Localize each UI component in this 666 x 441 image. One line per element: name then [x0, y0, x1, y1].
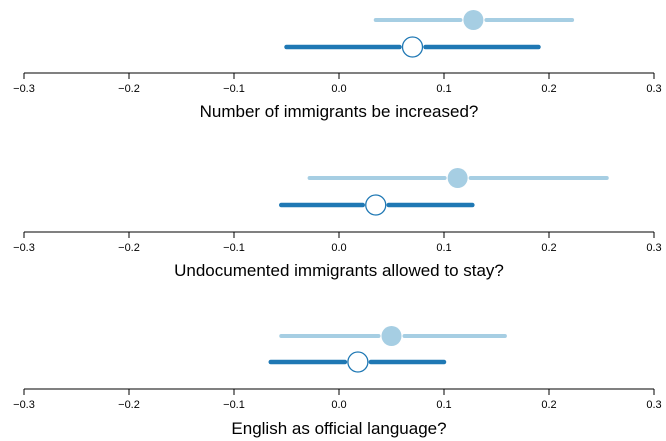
x-tick-label: 0.2: [541, 399, 556, 411]
x-tick-label: −0.3: [13, 399, 35, 411]
x-tick-label: 0.1: [436, 399, 451, 411]
x-tick-label: 0.0: [331, 242, 346, 254]
estimate-point-open: [365, 194, 387, 216]
x-tick-label: −0.3: [13, 242, 35, 254]
estimate-point-open: [347, 351, 369, 373]
estimate-point-filled: [463, 10, 484, 30]
x-tick-label: 0.1: [436, 83, 451, 95]
x-tick-label: −0.1: [223, 399, 245, 411]
x-tick-label: 0.2: [541, 83, 556, 95]
x-tick-label: 0.3: [646, 83, 661, 95]
panel-title: Undocumented immigrants allowed to stay?: [174, 261, 504, 280]
x-tick-label: −0.1: [223, 83, 245, 95]
x-tick-label: 0.0: [331, 83, 346, 95]
panel-title: Number of immigrants be increased?: [200, 102, 479, 121]
x-tick-label: −0.3: [13, 83, 35, 95]
x-tick-label: 0.3: [646, 399, 661, 411]
x-tick-label: −0.1: [223, 242, 245, 254]
estimate-point-filled: [447, 168, 468, 188]
x-tick-label: 0.1: [436, 242, 451, 254]
panel-title: English as official language?: [231, 419, 446, 438]
x-tick-label: 0.0: [331, 399, 346, 411]
x-tick-label: 0.3: [646, 242, 661, 254]
x-tick-label: −0.2: [118, 399, 140, 411]
x-tick-label: −0.2: [118, 242, 140, 254]
x-tick-label: −0.2: [118, 83, 140, 95]
estimate-point-open: [401, 36, 424, 58]
x-tick-label: 0.2: [541, 242, 556, 254]
estimate-point-filled: [381, 326, 402, 346]
